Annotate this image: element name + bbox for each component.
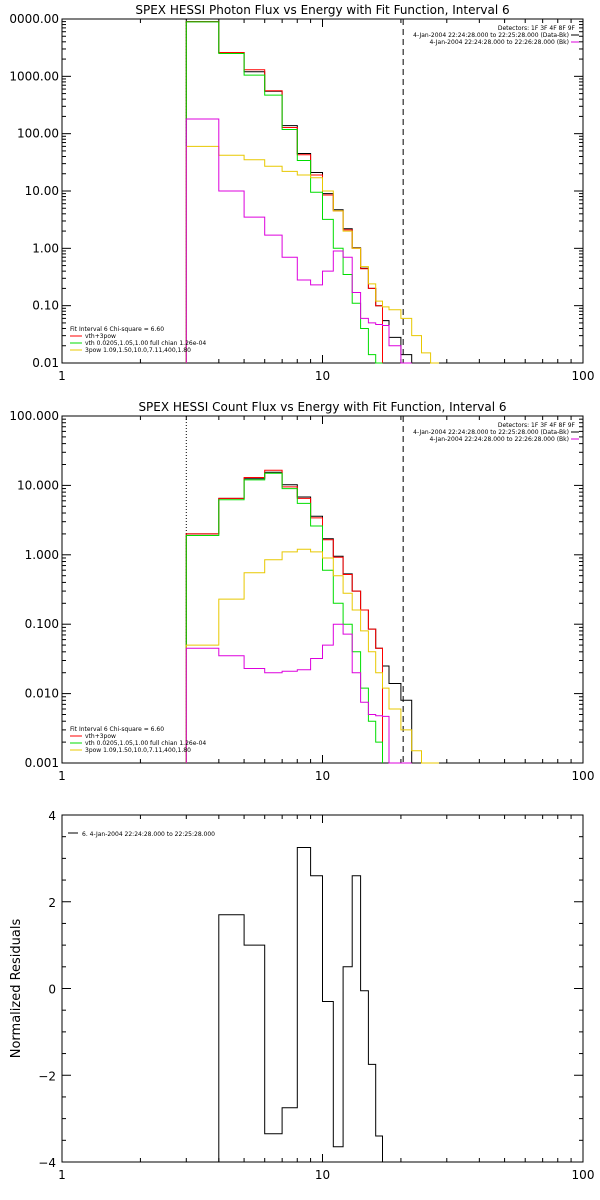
- legend-bottom-text: vth 0.0205,1.05,1.00 full chian 1.26e-04: [85, 740, 206, 747]
- x-tick-label: 10: [315, 769, 330, 783]
- series-line-4: [185, 145, 439, 364]
- legend-bottom-text: vth+3pow: [85, 733, 116, 740]
- y-tick-label: 2: [48, 896, 56, 910]
- series-line-3: [185, 21, 383, 364]
- legend-top-text: 4-Jan-2004 22:24:28.000 to 22:25:28.000 …: [413, 429, 569, 436]
- legend-top: Detectors: 1F 3F 4F 8F 9F4-Jan-2004 22:2…: [413, 422, 579, 443]
- legend-bottom-text: 3pow 1.09,1.50,10.0,7.11,400,1.80: [85, 747, 191, 754]
- y-tick-label: 0.10: [32, 299, 59, 313]
- y-tick-label: −2: [38, 1069, 56, 1083]
- y-axis: 4 2 0 −2 −4: [38, 809, 583, 1170]
- series-line-4: [185, 548, 439, 764]
- y-axis-label: Normalized Residuals: [9, 919, 24, 1059]
- x-tick-label: 1: [58, 369, 66, 383]
- legend-bottom-text: Fit Interval 6 Chi-square = 6.60: [70, 726, 164, 733]
- y-tick-label: 0.001: [25, 756, 59, 770]
- legend-bottom: Fit Interval 6 Chi-square = 6.60vth+3pow…: [70, 726, 206, 754]
- x-axis: 1 10 100: [58, 19, 594, 383]
- series-line-2: [185, 21, 383, 363]
- y-tick-label: 0.010: [25, 687, 59, 701]
- y-tick-label: 1.000: [25, 548, 59, 562]
- x-tick-label: 10: [315, 369, 330, 383]
- legend-bottom-text: vth+3pow: [85, 333, 116, 340]
- legend-bottom-text: vth 0.0205,1.05,1.00 full chian 1.26e-04: [85, 340, 206, 347]
- x-tick-label: 10: [315, 1168, 330, 1182]
- y-tick-label: 100.00: [17, 127, 59, 141]
- series-line-2: [185, 469, 383, 763]
- chart-panel-3: 1 10 100 4 2 0 −2 −4 Normalized Residuals 6. 4-Ja…: [9, 809, 594, 1182]
- y-tick-label: 0: [48, 983, 56, 997]
- legend-top-text: 4-Jan-2004 22:24:28.000 to 22:26:28.000 …: [429, 436, 569, 443]
- series-line-3: [185, 472, 383, 763]
- legend-top-text: 4-Jan-2004 22:24:28.000 to 22:25:28.000 …: [413, 32, 569, 39]
- x-tick-label: 1: [58, 769, 66, 783]
- series-line-5: [185, 623, 412, 764]
- x-axis: 1 10 100: [58, 815, 594, 1182]
- y-tick-label: 10.000: [17, 478, 59, 492]
- legend-top: 6. 4-Jan-2004 22:24:28.000 to 22:25:28.0…: [68, 831, 215, 838]
- y-axis: 0.001 0.010 0.100 1.000 10.000 100.000: [9, 409, 583, 770]
- legend-top-text: 6. 4-Jan-2004 22:24:28.000 to 22:25:28.0…: [82, 831, 215, 838]
- series-line-1: [186, 847, 389, 1163]
- y-tick-label: 100.000: [9, 409, 59, 423]
- chart-title: SPEX HESSI Photon Flux vs Energy with Fi…: [135, 3, 509, 17]
- plot-frame: [61, 415, 584, 764]
- y-tick-label: −4: [38, 1156, 56, 1170]
- x-tick-label: 100: [572, 1168, 595, 1182]
- legend-bottom-text: Fit Interval 6 Chi-square = 6.60: [70, 326, 164, 333]
- legend-bottom-text: 3pow 1.09,1.50,10.0,7.11,400,1.80: [85, 347, 191, 354]
- y-tick-label: 4: [48, 809, 56, 823]
- series-line-1: [185, 471, 413, 763]
- y-tick-label: 0000.00: [9, 12, 59, 26]
- x-axis: 1 10 100: [58, 416, 594, 783]
- y-tick-label: 1000.00: [9, 69, 59, 83]
- y-tick-label: 0.01: [32, 356, 59, 370]
- legend-top-text: Detectors: 1F 3F 4F 8F 9F: [498, 422, 576, 429]
- y-tick-label: 0.100: [25, 617, 59, 631]
- chart-panel-2: SPEX HESSI Count Flux vs Energy with Fit…: [9, 400, 594, 783]
- y-tick-label: 1.00: [32, 241, 59, 255]
- series-line-5: [185, 118, 412, 364]
- legend-top-text: Detectors: 1F 3F 4F 8F 9F: [498, 25, 576, 32]
- y-tick-label: 10.00: [25, 184, 59, 198]
- chart-panel-1: SPEX HESSI Photon Flux vs Energy with Fi…: [9, 3, 594, 383]
- legend-top: Detectors: 1F 3F 4F 8F 9F4-Jan-2004 22:2…: [413, 25, 579, 46]
- chart-title: SPEX HESSI Count Flux vs Energy with Fit…: [138, 400, 506, 414]
- legend-top-text: 4-Jan-2004 22:24:28.000 to 22:26:28.000 …: [429, 39, 569, 46]
- x-tick-label: 100: [572, 769, 595, 783]
- legend-bottom: Fit Interval 6 Chi-square = 6.60vth+3pow…: [70, 326, 206, 354]
- x-tick-label: 1: [58, 1168, 66, 1182]
- x-tick-label: 100: [572, 369, 595, 383]
- y-axis: 0.01 0.10 1.00 10.00 100.00 1000.00 0000.00: [9, 12, 583, 370]
- series-line-1: [185, 21, 413, 363]
